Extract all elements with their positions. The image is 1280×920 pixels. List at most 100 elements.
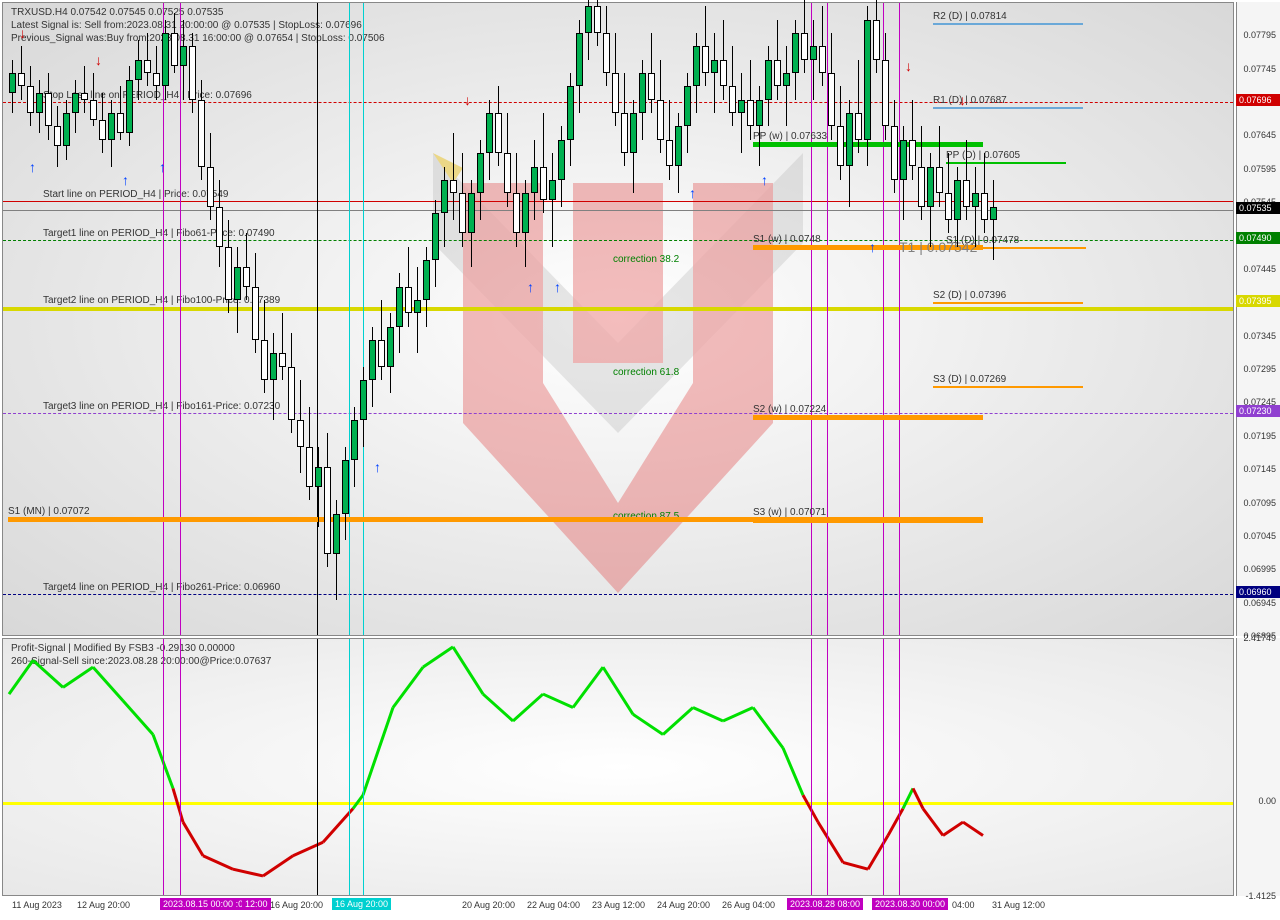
x-tick: 26 Aug 04:00 xyxy=(722,900,775,910)
vertical-line xyxy=(827,639,828,895)
x-tick: 31 Aug 12:00 xyxy=(992,900,1045,910)
x-tick: 23 Aug 12:00 xyxy=(592,900,645,910)
price-tag: 0.06960 xyxy=(1236,586,1280,598)
pivot-label: S2 (w) | 0.07224 xyxy=(753,404,826,415)
sell-arrow-icon: ↓ xyxy=(905,58,912,74)
y-tick: 0.07595 xyxy=(1243,164,1276,174)
y-tick: 0.06945 xyxy=(1243,598,1276,608)
vertical-line xyxy=(349,639,350,895)
vertical-line xyxy=(317,3,318,635)
y-tick: 0.06995 xyxy=(1243,564,1276,574)
x-tick: 04:00 xyxy=(952,900,975,910)
vertical-line xyxy=(180,3,181,635)
x-time-tag: 2023.08.28 08:00 xyxy=(787,898,863,910)
vertical-line xyxy=(317,639,318,895)
x-time-tag: 12:00 xyxy=(242,898,271,910)
chart-title: TRXUSD.H4 0.07542 0.07545 0.07525 0.0753… xyxy=(11,7,223,18)
pivot-label: R2 (D) | 0.07814 xyxy=(933,11,1007,22)
sell-arrow-icon: ↓ xyxy=(959,92,966,108)
pivot-label: R1 (D) | 0.07687 xyxy=(933,95,1007,106)
pivot-label: S3 (w) | 0.07071 xyxy=(753,507,826,518)
sub-y-axis: 2.417490.00-1.4125 xyxy=(1236,638,1280,896)
x-tick: 22 Aug 04:00 xyxy=(527,900,580,910)
previous-signal-text: Previous_Signal was:Buy from:2023.08.31 … xyxy=(11,33,385,44)
vertical-line xyxy=(163,3,164,635)
y-tick: 0.07045 xyxy=(1243,531,1276,541)
x-tick: 12 Aug 20:00 xyxy=(77,900,130,910)
horizontal-line xyxy=(3,240,1233,241)
pivot-bar xyxy=(933,386,1083,388)
vertical-line xyxy=(363,3,364,635)
y-tick: 0.07195 xyxy=(1243,431,1276,441)
vertical-line xyxy=(180,639,181,895)
buy-arrow-icon: ↑ xyxy=(374,459,381,475)
price-tag: 0.07535 xyxy=(1236,202,1280,214)
price-tag: 0.07395 xyxy=(1236,295,1280,307)
current-price-line xyxy=(3,210,1233,211)
pivot-label: PP (w) | 0.07633 xyxy=(753,131,827,142)
x-tick: 24 Aug 20:00 xyxy=(657,900,710,910)
vertical-line xyxy=(163,639,164,895)
y-tick: 0.07295 xyxy=(1243,364,1276,374)
horizontal-line xyxy=(3,307,1233,311)
time-x-axis: 11 Aug 2023 12 Aug 20:00 16 Aug 20:00 20 Au… xyxy=(2,898,1234,918)
pivot-bar xyxy=(753,518,983,523)
sell-arrow-icon: ↓ xyxy=(464,92,471,108)
x-time-tag: 16 Aug 20:00 xyxy=(332,898,391,910)
target-label: T1 | 0.07542 xyxy=(899,239,977,255)
horizontal-line xyxy=(3,201,1233,202)
price-tag: 0.07696 xyxy=(1236,94,1280,106)
y-tick: -1.4125 xyxy=(1245,891,1276,901)
hline-label: Target4 line on PERIOD_H4 | Fibo261-Pric… xyxy=(43,582,280,593)
correction-label: correction 61.8 xyxy=(613,367,679,378)
pivot-bar xyxy=(933,107,1083,109)
pivot-bar xyxy=(753,142,983,147)
pivot-bar xyxy=(946,162,1066,164)
vertical-line xyxy=(363,639,364,895)
hline-label: Start line on PERIOD_H4 | Price: 0.07549 xyxy=(43,189,228,200)
pivot-bar xyxy=(933,302,1083,304)
buy-arrow-icon: ↑ xyxy=(554,279,561,295)
sell-arrow-icon: ↓ xyxy=(19,25,26,41)
y-tick: 0.07745 xyxy=(1243,64,1276,74)
sell-arrow-icon: ↓ xyxy=(158,0,165,1)
horizontal-line xyxy=(3,594,1233,595)
vertical-line xyxy=(883,639,884,895)
oscillator-svg xyxy=(3,639,1235,897)
pivot-label: S1 (MN) | 0.07072 xyxy=(8,506,90,517)
sell-arrow-icon: ↓ xyxy=(95,52,102,68)
y-tick: 2.41749 xyxy=(1243,633,1276,643)
buy-arrow-icon: ↑ xyxy=(761,172,768,188)
vertical-line xyxy=(349,3,350,635)
x-tick: 16 Aug 20:00 xyxy=(270,900,323,910)
hline-label: Target1 line on PERIOD_H4 | Fibo61-Price… xyxy=(43,228,275,239)
x-time-tag: 2023.08.30 00:00 xyxy=(872,898,948,910)
latest-signal-text: Latest Signal is: Sell from:2023.08.31 2… xyxy=(11,20,362,31)
vertical-line xyxy=(811,639,812,895)
y-tick: 0.07345 xyxy=(1243,331,1276,341)
vertical-line xyxy=(811,3,812,635)
y-tick: 0.07145 xyxy=(1243,464,1276,474)
buy-arrow-icon: ↑ xyxy=(689,185,696,201)
price-tag: 0.07490 xyxy=(1236,232,1280,244)
correction-label: correction 38.2 xyxy=(613,254,679,265)
x-tick: 11 Aug 2023 xyxy=(12,900,62,910)
main-price-chart[interactable]: TRXUSD.H4 0.07542 0.07545 0.07525 0.0753… xyxy=(2,2,1234,636)
buy-arrow-icon: ↑ xyxy=(527,279,534,295)
x-tick: 20 Aug 20:00 xyxy=(462,900,515,910)
y-tick: 0.07795 xyxy=(1243,30,1276,40)
pivot-bar xyxy=(753,415,983,420)
x-time-tag: 2023.08.15 00:00 :00 xyxy=(160,898,251,910)
price-tag: 0.07230 xyxy=(1236,405,1280,417)
y-tick: 0.07645 xyxy=(1243,130,1276,140)
vertical-line xyxy=(899,3,900,635)
pivot-label: S3 (D) | 0.07269 xyxy=(933,374,1006,385)
y-tick: 0.07095 xyxy=(1243,498,1276,508)
buy-arrow-icon: ↑ xyxy=(159,159,166,175)
vertical-line xyxy=(899,639,900,895)
hline-label: Target3 line on PERIOD_H4 | Fibo161-Pric… xyxy=(43,401,280,412)
buy-arrow-icon: ↑ xyxy=(122,172,129,188)
main-y-axis: 0.077950.077450.076950.076450.075950.075… xyxy=(1236,2,1280,636)
oscillator-chart[interactable]: Profit-Signal | Modified By FSB3 -0.2913… xyxy=(2,638,1234,896)
hline-label: Target2 line on PERIOD_H4 | Fibo100-Pric… xyxy=(43,295,280,306)
